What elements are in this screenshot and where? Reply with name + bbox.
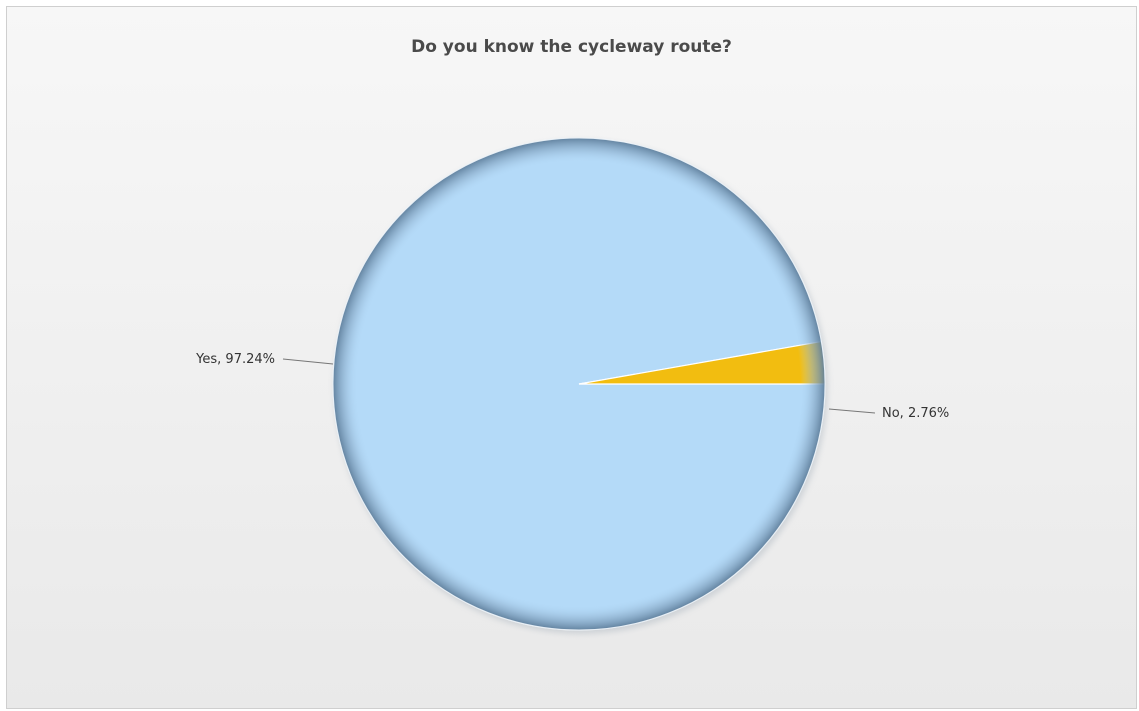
connector-no (829, 409, 875, 413)
data-label-no: No, 2.76% (882, 406, 949, 421)
data-label-yes: Yes, 97.24% (195, 352, 275, 367)
pie-root: Yes, 97.24% No, 2.76% (195, 138, 949, 634)
pie-chart: Yes, 97.24% No, 2.76% (7, 7, 1138, 710)
chart-frame: Do you know the cycleway route? Yes, 97.… (6, 6, 1137, 709)
connector-yes (283, 359, 333, 364)
